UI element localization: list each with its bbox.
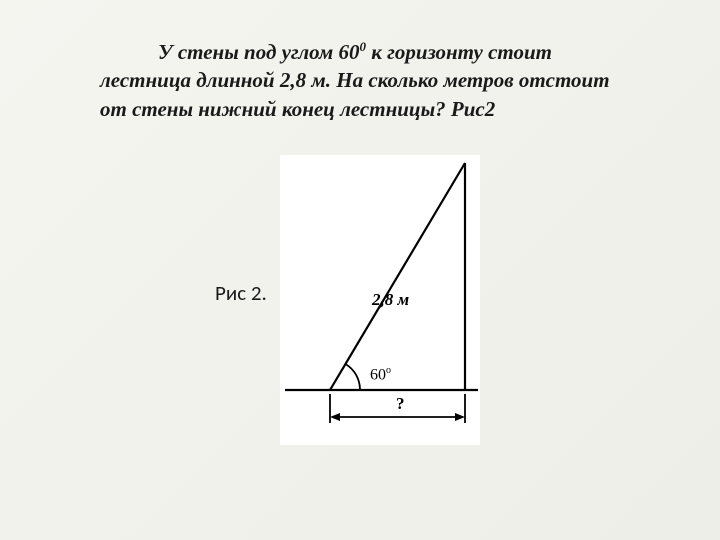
hypotenuse-label: 2,8 м — [372, 290, 409, 310]
angle-label: 60о — [370, 365, 391, 384]
geometry-diagram: 2,8 м 60о ? — [280, 155, 480, 445]
angle-arc — [346, 364, 361, 390]
angle-degree-symbol: о — [386, 365, 391, 376]
dim-arrow-right — [455, 413, 465, 421]
ladder-line — [330, 163, 465, 390]
problem-text-part1: У стены под углом 60 — [158, 40, 360, 64]
unknown-label: ? — [396, 394, 405, 414]
angle-value: 60 — [370, 366, 386, 383]
problem-statement: У стены под углом 600 к горизонту стоит … — [100, 38, 615, 123]
figure-label: Рис 2. — [215, 280, 267, 306]
dim-arrow-left — [330, 413, 340, 421]
